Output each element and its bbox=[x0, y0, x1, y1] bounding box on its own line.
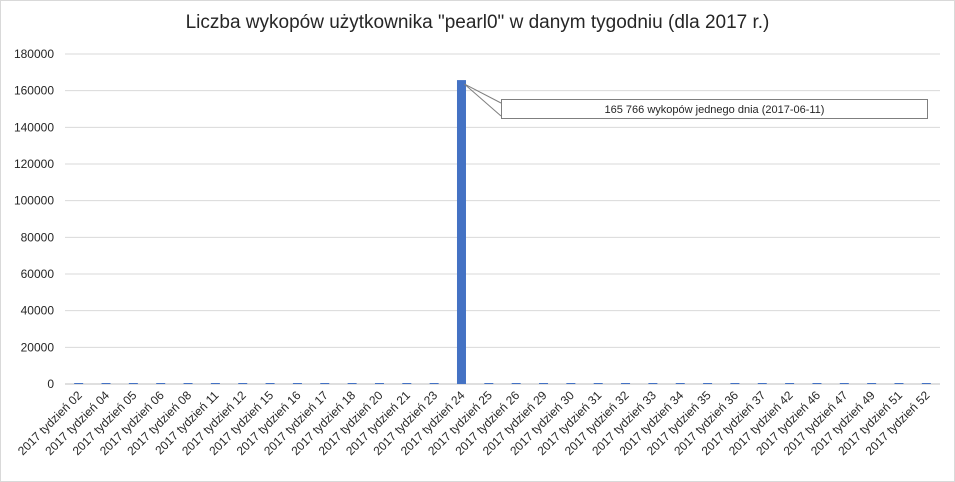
bar bbox=[183, 383, 193, 384]
bar bbox=[621, 383, 631, 384]
annotation-leader-line bbox=[464, 83, 502, 104]
bar bbox=[265, 383, 275, 384]
bar bbox=[210, 383, 220, 384]
bar bbox=[101, 383, 111, 384]
bar bbox=[675, 383, 685, 384]
y-tick-label: 160000 bbox=[14, 84, 54, 98]
bar bbox=[921, 383, 931, 384]
annotation-callout: 165 766 wykopów jednego dnia (2017-06-11… bbox=[501, 99, 928, 119]
bar bbox=[429, 383, 439, 384]
bars bbox=[74, 80, 931, 384]
bar bbox=[730, 383, 740, 384]
y-tick-label: 120000 bbox=[14, 157, 54, 171]
bar bbox=[484, 383, 494, 384]
bar bbox=[785, 383, 795, 384]
y-tick-label: 0 bbox=[47, 377, 54, 391]
bar bbox=[566, 383, 576, 384]
bar bbox=[292, 383, 302, 384]
bar bbox=[320, 383, 330, 384]
y-axis-ticks: 0 20000 40000 60000 80000 100000 120000 140000 1… bbox=[14, 47, 54, 391]
bar bbox=[238, 383, 248, 384]
bar bbox=[867, 383, 877, 384]
y-tick-label: 40000 bbox=[21, 304, 55, 318]
bar bbox=[703, 383, 713, 384]
bar bbox=[456, 80, 466, 384]
bar bbox=[894, 383, 904, 384]
bar bbox=[402, 383, 412, 384]
bar bbox=[648, 383, 658, 384]
gridlines bbox=[65, 53, 940, 385]
annotation-leader-line bbox=[464, 83, 502, 117]
y-tick-label: 180000 bbox=[14, 47, 54, 61]
bar bbox=[156, 383, 166, 384]
y-tick-label: 20000 bbox=[21, 340, 55, 354]
bar bbox=[539, 383, 549, 384]
y-tick-label: 100000 bbox=[14, 194, 54, 208]
bar bbox=[839, 383, 849, 384]
bar bbox=[128, 383, 138, 384]
bar bbox=[74, 383, 84, 384]
chart-title: Liczba wykopów użytkownika "pearl0" w da… bbox=[185, 12, 770, 33]
bar bbox=[511, 383, 521, 384]
bar bbox=[812, 383, 822, 384]
bar bbox=[347, 383, 357, 384]
y-tick-label: 140000 bbox=[14, 120, 54, 134]
bar bbox=[374, 383, 384, 384]
bar bbox=[757, 383, 767, 384]
bar bbox=[593, 383, 603, 384]
y-tick-label: 80000 bbox=[21, 230, 55, 244]
y-tick-label: 60000 bbox=[21, 267, 55, 281]
